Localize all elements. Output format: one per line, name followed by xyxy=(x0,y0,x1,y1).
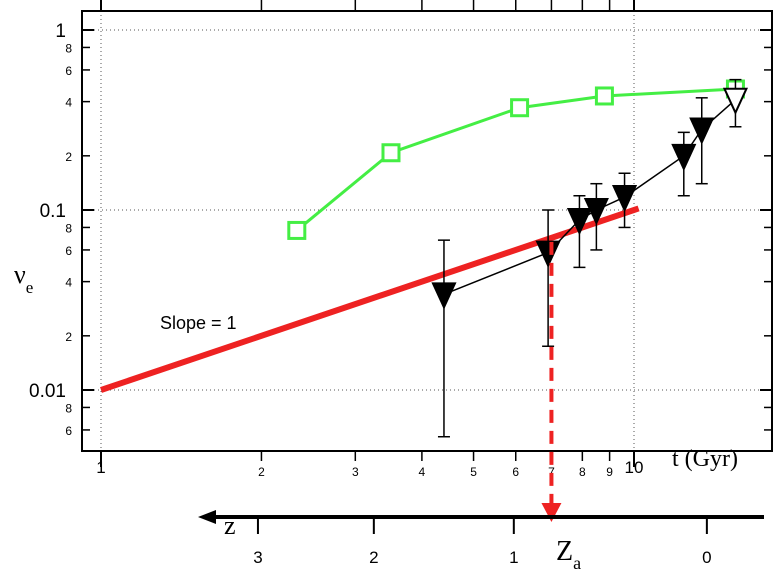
data-series xyxy=(100,78,749,522)
y-minor-tick-label: 8 xyxy=(65,221,72,235)
redshift-tick-label: 0 xyxy=(702,548,711,567)
redshift-axis-title: z xyxy=(224,511,236,540)
green-square-point xyxy=(510,98,530,118)
redshift-tick-label: 3 xyxy=(253,548,262,567)
y-minor-tick-label: 6 xyxy=(65,64,72,78)
black-triangle-point xyxy=(689,117,715,145)
za-label: Za xyxy=(556,536,581,573)
redshift-tick-label: 1 xyxy=(509,548,518,567)
black-series-line xyxy=(443,99,736,296)
plot-frame xyxy=(81,10,773,452)
x-minor-tick-label: 8 xyxy=(579,465,586,479)
y-axis-title: νe xyxy=(14,260,33,297)
black-triangle-point xyxy=(722,87,749,116)
y-minor-tick-label: 6 xyxy=(65,244,72,258)
green-square-point xyxy=(287,220,307,240)
y-minor-tick-label: 2 xyxy=(65,150,72,164)
y-minor-tick-label: 6 xyxy=(65,424,72,438)
x-minor-tick-label: 4 xyxy=(419,465,426,479)
y-minor-tick-label: 4 xyxy=(65,96,72,110)
black-triangle-point xyxy=(583,198,609,226)
za-label-subscript: a xyxy=(573,553,581,573)
slope-annotation: Slope = 1 xyxy=(160,313,237,333)
y-tick-label: 0.1 xyxy=(40,201,66,222)
axis-ticks: 1 10 2 3 4 5 6 7 8 9 0.01 0.1 1 6 8 2 4 6 8 2 4 6 8 xyxy=(29,0,772,479)
redshift-tick-label: 2 xyxy=(369,548,378,567)
x-tick-label: 1 xyxy=(96,458,105,477)
x-tick-label: 10 xyxy=(625,458,644,477)
grid-lines xyxy=(82,11,772,451)
y-minor-tick-label: 8 xyxy=(65,41,72,55)
slope-one-line xyxy=(100,205,640,393)
black-triangle-point xyxy=(535,240,561,268)
x-minor-tick-label: 5 xyxy=(470,465,477,479)
y-minor-tick-label: 8 xyxy=(65,401,72,415)
redshift-axis-arrowhead xyxy=(198,510,216,524)
y-tick-label: 1 xyxy=(55,21,66,42)
x-minor-tick-label: 7 xyxy=(548,465,555,479)
x-minor-tick-label: 2 xyxy=(258,465,265,479)
green-square-point xyxy=(594,86,614,106)
x-minor-tick-label: 3 xyxy=(352,465,359,479)
x-axis-title: t (Gyr) xyxy=(672,446,738,472)
black-triangle-point xyxy=(611,185,638,213)
x-minor-tick-label: 6 xyxy=(512,465,519,479)
y-axis-title-subscript: e xyxy=(26,278,34,297)
y-minor-tick-label: 2 xyxy=(65,330,72,344)
y-tick-label: 0.01 xyxy=(29,381,66,402)
za-arrow-head xyxy=(541,503,562,522)
black-triangle-point xyxy=(671,143,697,172)
black-triangle-point xyxy=(431,282,457,310)
x-minor-tick-label: 9 xyxy=(606,465,613,479)
za-label-letter: Z xyxy=(556,536,573,567)
y-axis-title-symbol: ν xyxy=(14,260,26,289)
green-square-point xyxy=(381,143,401,163)
redshift-axis: 3 2 1 0 xyxy=(198,510,764,567)
y-minor-tick-label: 4 xyxy=(65,276,72,290)
black-triangle-point xyxy=(566,207,592,236)
